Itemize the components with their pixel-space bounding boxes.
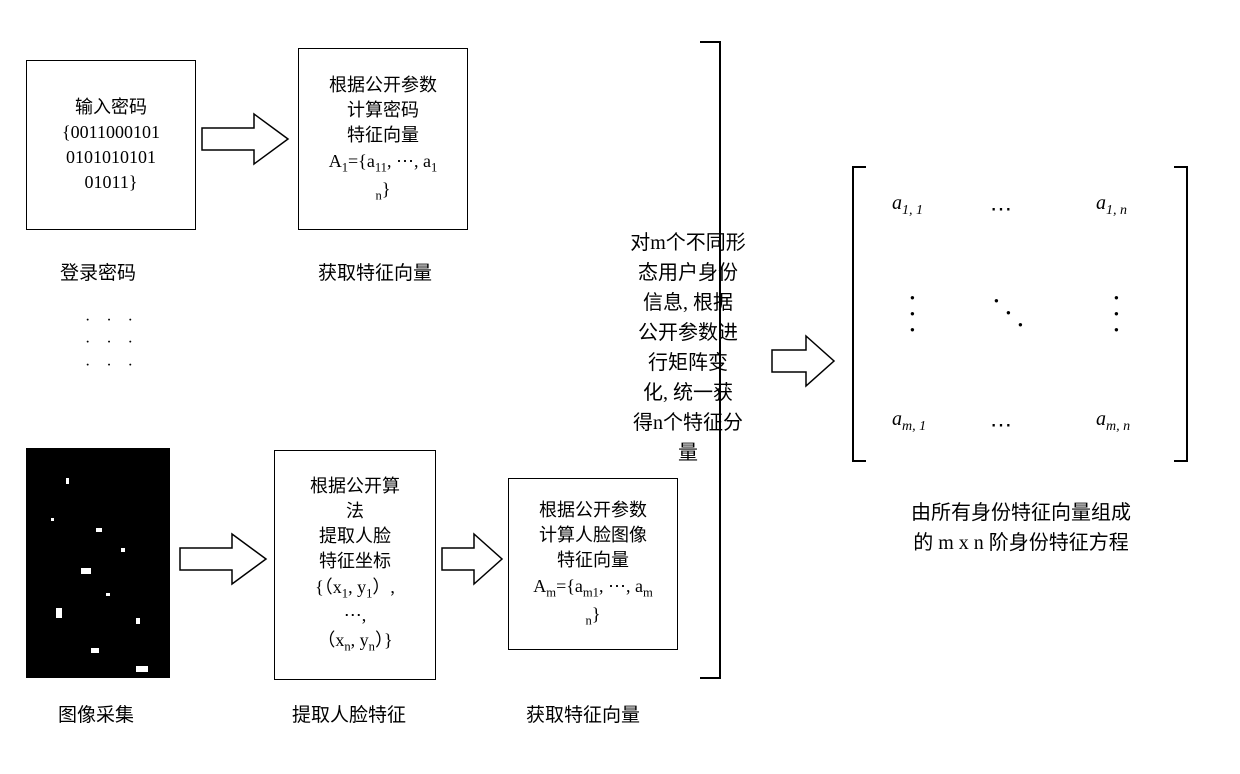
matrix-vdots: ●●● — [910, 290, 915, 338]
get-feature-vector-caption-2: 获取特征向量 — [526, 700, 640, 727]
arrow-icon — [200, 110, 290, 168]
desc-line: 行矩阵变 — [608, 348, 768, 378]
desc-line: 态用户身份 — [608, 258, 768, 288]
box-text: 根据公开参数 — [329, 73, 437, 98]
box-text: 根据公开算 — [310, 474, 400, 499]
desc-line: 得n个特征分 — [608, 408, 768, 438]
compute-password-vector-box: 根据公开参数 计算密码 特征向量 A1={a11, ⋯, a1n} — [298, 48, 468, 230]
combine-description: 对m个不同形 态用户身份 信息, 根据 公开参数进 行矩阵变 化, 统一获 得n… — [608, 228, 768, 468]
desc-line: 信息, 根据 — [608, 288, 768, 318]
box-text: 法 — [346, 499, 364, 524]
vertical-ellipsis: · · · · · · · · · — [85, 310, 139, 377]
image-capture-caption: 图像采集 — [58, 700, 134, 727]
arrow-icon — [440, 530, 504, 588]
box-text: 特征坐标 — [319, 549, 391, 574]
box-text: {（x1, y1）, — [315, 575, 395, 603]
matrix-cell-a1n: a1, n — [1096, 192, 1127, 219]
extract-face-features-box: 根据公开算 法 提取人脸 特征坐标 {（x1, y1）, ⋯, （xn, yn）… — [274, 450, 436, 680]
desc-line: 化, 统一获 — [608, 378, 768, 408]
matrix-cell-a11: a1, 1 — [892, 192, 923, 219]
box-text: 0101010101 — [66, 145, 156, 170]
face-image-box — [26, 448, 170, 678]
box-text: 特征向量 — [347, 123, 419, 148]
box-text: 计算人脸图像 — [539, 523, 647, 548]
get-feature-vector-caption: 获取特征向量 — [318, 258, 432, 285]
arrow-icon — [178, 530, 268, 588]
box-text: 根据公开参数 — [539, 498, 647, 523]
box-text: 01011} — [85, 170, 138, 195]
arrow-icon — [770, 332, 836, 390]
box-text: 特征向量 — [557, 548, 629, 573]
compute-face-vector-box: 根据公开参数 计算人脸图像 特征向量 Am={am1, ⋯, amn} — [508, 478, 678, 650]
matrix-hdots: ⋯ — [990, 196, 1014, 222]
matrix-cell-amn: am, n — [1096, 408, 1130, 435]
box-text: A1={a11, ⋯, a1n} — [329, 149, 438, 205]
login-password-caption: 登录密码 — [60, 258, 136, 285]
matrix-cell-am1: am, 1 — [892, 408, 926, 435]
box-text: 提取人脸 — [319, 524, 391, 549]
box-text: ⋯, — [344, 603, 367, 628]
matrix-caption: 由所有身份特征向量组成 的 m x n 阶身份特征方程 — [876, 498, 1166, 558]
input-password-box: 输入密码 {0011000101 0101010101 01011} — [26, 60, 196, 230]
desc-line: 量 — [608, 438, 768, 468]
matrix-vdots: ●●● — [1114, 290, 1119, 338]
box-text: （xn, yn）} — [317, 628, 392, 656]
matrix-left-bracket — [852, 166, 866, 462]
box-text: 输入密码 — [75, 95, 147, 120]
matrix-right-bracket — [1174, 166, 1188, 462]
desc-line: 对m个不同形 — [608, 228, 768, 258]
desc-line: 公开参数进 — [608, 318, 768, 348]
box-text: Am={am1, ⋯, amn} — [533, 574, 652, 630]
box-text: {0011000101 — [62, 120, 160, 145]
extract-face-caption: 提取人脸特征 — [292, 700, 406, 727]
box-text: 计算密码 — [347, 98, 419, 123]
matrix-caption-line: 的 m x n 阶身份特征方程 — [876, 528, 1166, 558]
matrix-hdots: ⋯ — [990, 412, 1014, 438]
matrix-caption-line: 由所有身份特征向量组成 — [876, 498, 1166, 528]
